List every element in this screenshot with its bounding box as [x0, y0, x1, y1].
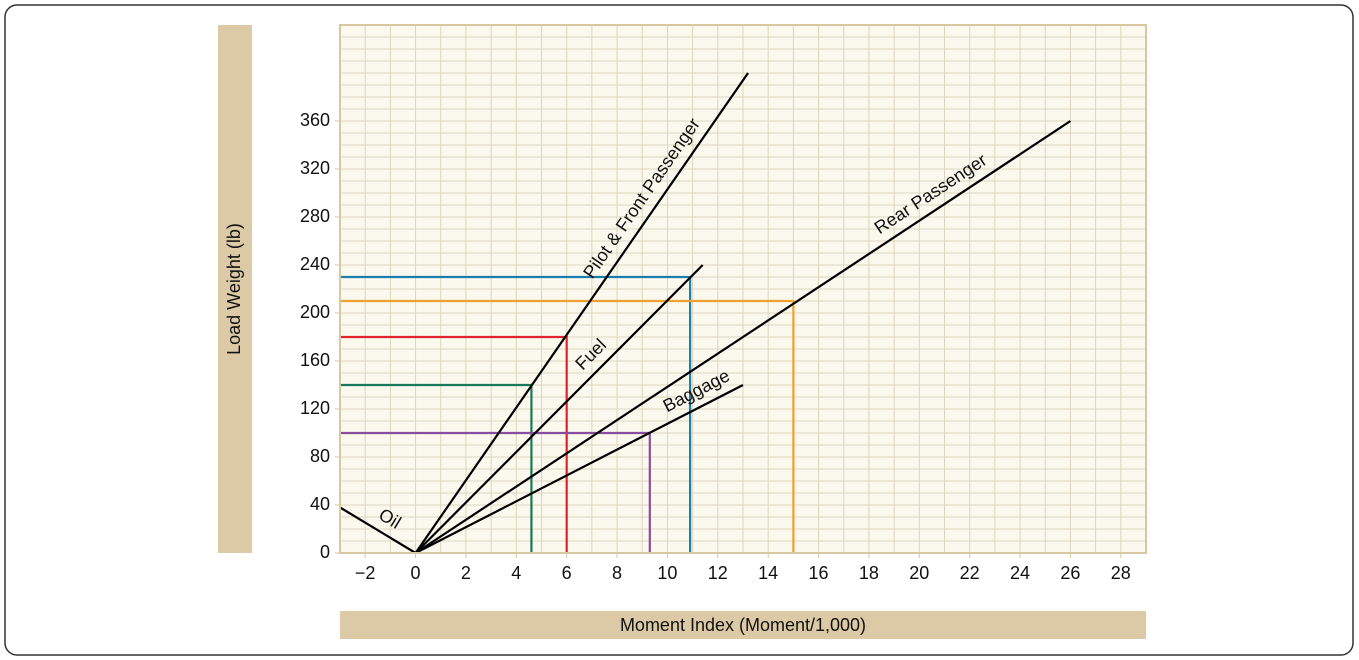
y-axis-label: Load Weight (lb)	[224, 223, 244, 355]
series-line	[415, 384, 744, 554]
x-tick-label: 14	[758, 563, 778, 583]
y-tick-label: 40	[310, 494, 330, 514]
reference-line	[340, 299, 795, 553]
x-tick-label: 0	[411, 563, 421, 583]
y-tick-label: 240	[300, 254, 330, 274]
y-tick-label: 0	[320, 542, 330, 562]
series-line	[414, 72, 749, 554]
series-line	[414, 264, 704, 554]
x-tick-label: 24	[1010, 563, 1030, 583]
y-tick-label: 280	[300, 206, 330, 226]
y-tick-label: 200	[300, 302, 330, 322]
y-label-band	[218, 25, 252, 553]
x-tick-label: 22	[960, 563, 980, 583]
y-tick-label: 360	[300, 110, 330, 130]
x-axis-label: Moment Index (Moment/1,000)	[620, 615, 866, 635]
x-tick-label: 8	[612, 563, 622, 583]
series-line	[339, 506, 417, 554]
x-tick-label: 10	[657, 563, 677, 583]
y-tick-label: 120	[300, 398, 330, 418]
x-tick-label: 20	[909, 563, 929, 583]
y-tick-label: 160	[300, 350, 330, 370]
y-tick-label: 320	[300, 158, 330, 178]
x-tick-label: 26	[1060, 563, 1080, 583]
y-tick-label: 80	[310, 446, 330, 466]
x-tick-label: 2	[461, 563, 471, 583]
plot-border	[339, 24, 1147, 554]
marks	[339, 72, 1072, 554]
x-tick-label: 4	[511, 563, 521, 583]
x-tick-label: 12	[708, 563, 728, 583]
x-tick-label: 16	[809, 563, 829, 583]
series-line	[414, 120, 1072, 554]
x-tick-label: 28	[1111, 563, 1131, 583]
x-tick-label: −2	[355, 563, 376, 583]
x-tick-label: 18	[859, 563, 879, 583]
x-label-band	[340, 611, 1146, 639]
reference-line	[340, 335, 568, 553]
x-tick-label: 6	[562, 563, 572, 583]
